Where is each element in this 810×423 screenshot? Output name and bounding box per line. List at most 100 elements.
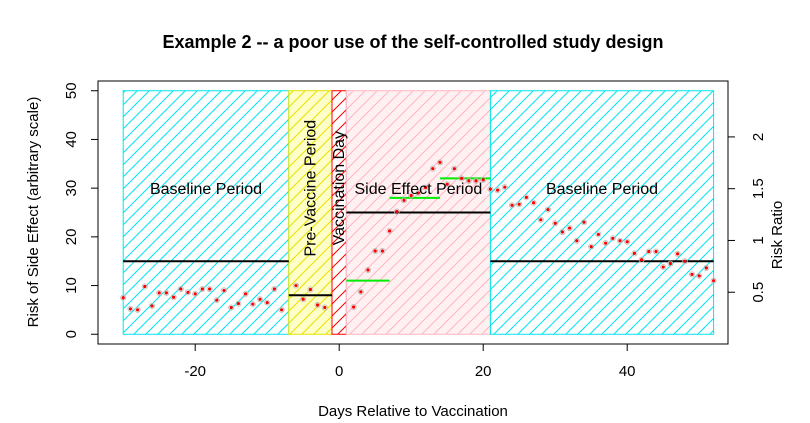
data-point (251, 302, 255, 306)
y-tick-label: 0 (63, 330, 80, 338)
region-label: Vaccination Day (331, 131, 348, 245)
data-point-ring (307, 286, 314, 293)
data-point (553, 221, 557, 225)
data-point (683, 259, 687, 263)
data-point-ring (206, 285, 213, 292)
data-point-ring (573, 237, 580, 244)
data-point-ring (465, 177, 472, 184)
y-tick-label: 50 (63, 82, 80, 99)
data-point-ring (278, 306, 285, 313)
data-point (424, 186, 428, 190)
y-tick-label: 30 (63, 180, 80, 197)
data-point-ring (703, 265, 710, 272)
right-tick-label: 1 (750, 236, 767, 244)
data-point-ring (292, 282, 299, 289)
data-point (229, 305, 233, 310)
right-tick-label: 1.5 (750, 178, 767, 199)
y-tick-label: 10 (63, 277, 80, 294)
data-point (431, 167, 435, 171)
data-point (589, 244, 593, 249)
data-point-ring (372, 247, 379, 254)
x-tick-label: 20 (475, 363, 492, 380)
data-point (172, 295, 176, 299)
data-point (697, 274, 701, 278)
data-point-ring (501, 184, 508, 191)
data-point (388, 229, 392, 233)
region-hatch (489, 90, 715, 335)
data-point-ring (170, 294, 177, 301)
data-point (690, 272, 694, 276)
data-point-ring (660, 264, 667, 271)
data-point (402, 198, 406, 202)
data-point (244, 292, 248, 296)
chart-title: Example 2 -- a poor use of the self-cont… (162, 32, 663, 52)
data-point (438, 160, 442, 164)
data-point-ring (364, 266, 371, 273)
data-point-ring (458, 175, 465, 182)
data-point (352, 305, 356, 309)
data-point-ring (264, 299, 271, 306)
data-point (215, 298, 219, 302)
data-point (640, 258, 644, 262)
data-point (661, 265, 665, 269)
data-point-ring (674, 250, 681, 257)
data-point (280, 308, 284, 312)
data-point (143, 284, 147, 289)
data-point (503, 185, 507, 189)
data-point-ring (689, 271, 696, 278)
data-point (596, 232, 601, 237)
x-tick-label: 0 (335, 363, 343, 380)
data-point-ring (645, 248, 652, 255)
data-point-ring (141, 283, 148, 290)
data-point-ring (192, 290, 199, 297)
data-point-ring (400, 197, 407, 204)
data-point (416, 191, 420, 195)
data-point-ring (127, 305, 134, 312)
region-labels-layer: Baseline Period Pre-Vaccine Period Vaccina… (150, 120, 658, 257)
data-point (373, 249, 377, 253)
data-point (488, 187, 492, 191)
points-layer (120, 159, 717, 313)
data-point (366, 268, 370, 272)
data-point (546, 207, 550, 212)
data-point (395, 209, 399, 214)
data-point (179, 287, 183, 291)
data-point (467, 179, 471, 183)
x-tick-label: -20 (184, 363, 206, 380)
right-tick-label: 2 (750, 133, 767, 141)
data-point-ring (148, 303, 155, 310)
data-point (618, 239, 622, 243)
data-point-ring (408, 192, 415, 199)
data-point-ring (120, 294, 127, 301)
data-point (258, 297, 262, 301)
data-point (409, 193, 413, 198)
data-point (611, 236, 615, 240)
data-point-ring (422, 184, 429, 191)
data-point-ring (681, 258, 688, 265)
data-point (575, 239, 579, 243)
data-point (222, 288, 226, 293)
region-hatch (122, 90, 290, 335)
data-point (150, 304, 154, 308)
data-point-ring (134, 306, 141, 313)
data-point-ring (653, 248, 660, 255)
data-point-ring (696, 272, 703, 279)
data-point-ring (163, 289, 170, 296)
data-point-ring (436, 159, 443, 166)
data-point-ring (156, 289, 163, 296)
data-point (481, 178, 485, 182)
data-point (517, 202, 521, 206)
data-point (186, 290, 190, 294)
data-point (236, 301, 240, 306)
y-axis-label: Risk of Side Effect (arbitrary scale) (25, 97, 42, 328)
data-point (654, 249, 658, 254)
region-label: Baseline Period (546, 181, 658, 198)
data-point (668, 262, 673, 266)
x-tick-label: 40 (619, 363, 636, 380)
data-point-ring (523, 194, 530, 201)
data-point-ring (530, 199, 537, 206)
data-point (632, 251, 637, 256)
data-point (625, 240, 629, 244)
data-point-ring (415, 190, 422, 197)
